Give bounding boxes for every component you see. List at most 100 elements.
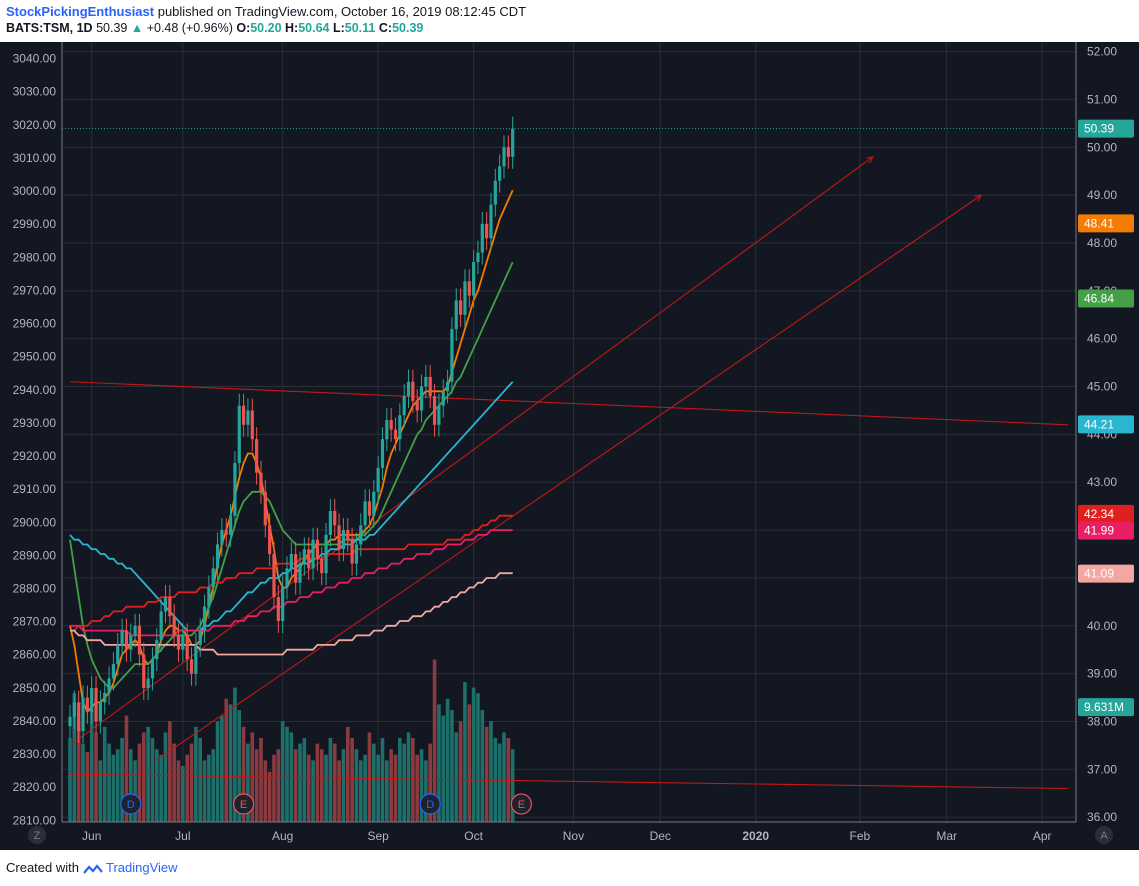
x-axis-label: Sep <box>367 829 389 843</box>
candle-body <box>124 630 129 650</box>
created-with-label: Created with <box>6 860 79 875</box>
x-axis-label: Dec <box>650 829 671 843</box>
left-axis-tick: 3020.00 <box>13 118 57 132</box>
left-axis-tick: 2880.00 <box>13 581 57 595</box>
candle-body <box>302 549 306 564</box>
volume-bar <box>189 743 194 822</box>
candle-body <box>307 549 311 569</box>
volume-bar <box>419 749 424 822</box>
candle-body <box>294 554 298 583</box>
candle-body <box>220 530 224 545</box>
volume-bar <box>76 721 81 822</box>
publish-line: StockPickingEnthusiast published on Trad… <box>6 4 526 19</box>
candle-body <box>320 558 324 574</box>
candle-body <box>333 510 337 526</box>
candle-body <box>189 659 194 674</box>
left-axis-tick: 2950.00 <box>13 350 57 364</box>
candle-body <box>176 635 181 650</box>
price-tag <box>1078 289 1134 308</box>
left-axis-tick: 3040.00 <box>13 52 57 66</box>
volume-bar <box>176 760 181 822</box>
volume-bar <box>202 760 207 822</box>
candle-body <box>137 625 142 655</box>
corner-button-bg <box>1095 826 1113 844</box>
candle-body <box>402 396 406 416</box>
volume-bar <box>293 749 298 822</box>
volume-bar <box>415 754 419 822</box>
candle-body <box>485 223 489 239</box>
volume-bar <box>185 754 189 822</box>
volume-bar <box>411 738 415 822</box>
volume-bar <box>424 760 428 822</box>
volume-bar <box>172 743 176 822</box>
candle-body <box>181 635 185 650</box>
ma-line <box>70 529 513 637</box>
last-price: 50.39 <box>96 21 128 35</box>
left-axis-tick: 2830.00 <box>13 747 57 761</box>
zoom-reset-icon[interactable]: Z <box>28 826 46 844</box>
volume-bar <box>276 749 281 822</box>
tradingview-brand[interactable]: TradingView <box>106 860 178 875</box>
right-axis-tick: 51.00 <box>1087 92 1117 106</box>
volume-bar <box>376 754 380 822</box>
earnings-marker-icon <box>233 793 255 815</box>
candle-body <box>385 420 389 440</box>
volume-bar <box>115 749 120 822</box>
right-axis-tick: 40.00 <box>1087 619 1117 633</box>
x-axis-label: 2020 <box>742 829 769 843</box>
price-tag <box>1078 214 1134 233</box>
candle-body <box>441 391 445 406</box>
candle-body <box>255 439 259 473</box>
candle-body <box>472 262 476 296</box>
candle-body <box>489 204 493 239</box>
candle-body <box>120 630 124 645</box>
trend-arrow-icon <box>865 156 874 164</box>
tradingview-logo-icon <box>82 863 103 874</box>
volume-bar <box>146 726 150 822</box>
volume-bar <box>345 726 350 822</box>
volume-bar <box>163 732 168 822</box>
volume-bar <box>211 749 216 822</box>
volume-bar <box>150 738 155 822</box>
candle-body <box>432 396 437 425</box>
trend-arrow-icon <box>974 194 983 202</box>
trend-line <box>69 156 874 746</box>
candle-body <box>289 554 293 569</box>
volume-bar <box>476 693 480 822</box>
volume-bar <box>454 732 459 822</box>
volume-bar <box>207 754 211 822</box>
right-axis-tick: 45.00 <box>1087 380 1117 394</box>
volume-bar <box>389 749 393 822</box>
open-label: O: <box>236 21 251 35</box>
x-axis-label: Feb <box>850 829 871 843</box>
candle-body <box>250 410 254 440</box>
candle-body <box>202 606 207 631</box>
dividend-marker-icon <box>419 793 441 815</box>
author-link[interactable]: StockPickingEnthusiast <box>6 4 155 19</box>
left-axis-tick: 2870.00 <box>13 615 57 629</box>
left-axis-tick: 3000.00 <box>13 184 57 198</box>
candle-body <box>94 688 98 722</box>
candle-body <box>411 381 415 401</box>
candle-body <box>276 597 280 622</box>
auto-scale-icon[interactable]: A <box>1095 826 1113 844</box>
volume-bar <box>198 738 202 822</box>
volume-bar <box>155 749 159 822</box>
volume-bar <box>267 771 272 822</box>
volume-bar <box>354 749 359 822</box>
price-tag-label: 42.34 <box>1084 507 1114 521</box>
right-axis-tick: 52.00 <box>1087 45 1117 59</box>
price-tag <box>1078 521 1134 540</box>
candle-body <box>506 147 510 157</box>
candle-body <box>450 329 454 382</box>
candle-body <box>315 539 319 559</box>
volume-bar <box>224 698 229 822</box>
candle-body <box>163 597 168 612</box>
volume-bar <box>280 721 285 822</box>
volume-bar <box>181 766 185 822</box>
dividend-marker-icon <box>120 793 142 815</box>
candle-body <box>159 611 163 641</box>
candle-body <box>476 252 480 263</box>
x-axis-label: Jun <box>82 829 101 843</box>
